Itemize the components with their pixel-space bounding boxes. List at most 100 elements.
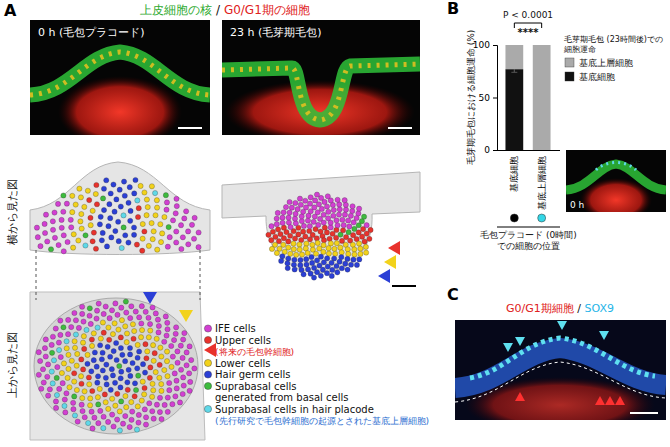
cell-dot [150,394,155,399]
cell-dot [314,258,319,263]
cell-dot [281,236,286,241]
row-label: 上から見た図 [6,332,19,398]
cell-dot [331,213,336,218]
cell-dot [187,371,192,376]
cell-dot [35,235,40,240]
cell-dot [184,209,189,214]
cell-dot [64,339,69,344]
cell-dot [85,188,90,193]
cell-dot [72,310,77,315]
cell-dot [79,402,84,407]
bar [505,45,523,69]
x-axis-title: 毛包プラコード (0時間) [480,230,577,240]
cell-dot [65,332,70,337]
cell-dot [96,301,101,306]
cell-dot [38,358,43,363]
cell-dot [325,194,330,199]
cell-dot [146,315,151,320]
cell-dot [45,239,50,244]
arrowhead [557,321,567,330]
cell-dot [324,271,329,276]
cell-dot [280,215,285,220]
cell-dot [296,232,301,237]
cell-dot [51,358,56,363]
cell-dot [110,396,115,401]
cell-dot [123,393,128,398]
cell-dot [354,215,359,220]
cell-dot [299,252,304,257]
header-part: 上皮細胞の核 [140,3,212,17]
cell-dot [345,256,350,261]
cell-dot [117,187,122,192]
cell-dot [134,427,139,432]
cell-dot [101,311,106,316]
cell-dot [360,234,365,239]
cell-dot [99,238,104,243]
cell-dot [339,254,344,259]
cell-dot [124,340,129,345]
cell-dot [320,267,325,272]
cell-dot [325,264,330,269]
cell-dot [178,223,183,228]
cell-dot [321,238,326,243]
cell-dot [94,182,99,187]
cell-dot [120,352,125,357]
cell-dot [135,366,140,371]
y-tick: 50 [479,93,497,103]
cell-dot [334,227,339,232]
cell-dot [89,343,94,348]
legend-swatch [204,359,211,366]
cell-dot [326,246,331,251]
cell-dot [164,207,169,212]
cell-dot [91,331,96,336]
cell-dot [73,318,78,323]
cell-dot [111,424,116,429]
cell-dot [80,340,85,345]
legend-entry: generated from basal cells [215,392,348,403]
cell-dot [146,243,151,248]
image-caption: 23 h (毛芽期毛包) [230,26,322,39]
cell-dot [174,325,179,330]
cell-dot [163,193,168,198]
cell-dot [118,345,123,350]
arrowhead [599,331,609,340]
cell-dot [162,402,167,407]
scale-bar [388,127,412,129]
cell-dot [143,309,148,314]
cell-dot [71,232,76,237]
cell-dot [318,216,323,221]
cell-dot [85,352,90,357]
cell-dot [315,210,320,215]
cell-dot [283,204,288,209]
cell-dot [324,230,329,235]
cell-dot [182,216,187,221]
cell-dot [100,196,105,201]
cell-dot [118,204,123,209]
tissue-surface [30,162,210,255]
cell-dot [175,360,180,365]
cell-dot [112,321,117,326]
cell-dot [286,220,291,225]
legend-b: 毛芽期毛包 (23時間後)での細胞運命基底上層細胞基底細胞 [563,35,663,82]
cell-dot [164,333,169,338]
arrowhead [605,396,615,405]
cell-dot [361,214,366,219]
cell-dot [351,257,356,262]
cell-dot [346,218,351,223]
cell-dot [150,381,155,386]
cell-dot [334,218,339,223]
cell-dot [59,370,64,375]
cell-dot [119,399,124,404]
x-tick-label: 基底細胞 [509,156,519,192]
cell-dot [101,426,106,431]
cell-dot [101,186,106,191]
cell-dot [115,417,120,422]
cell-dot [162,367,167,372]
category-marker [510,214,518,222]
cell-dot [335,223,340,228]
cell-dot [104,362,109,367]
cell-dot [116,239,121,244]
cell-dot [345,247,350,252]
cell-dot [150,237,155,242]
cell-dot [43,354,48,359]
